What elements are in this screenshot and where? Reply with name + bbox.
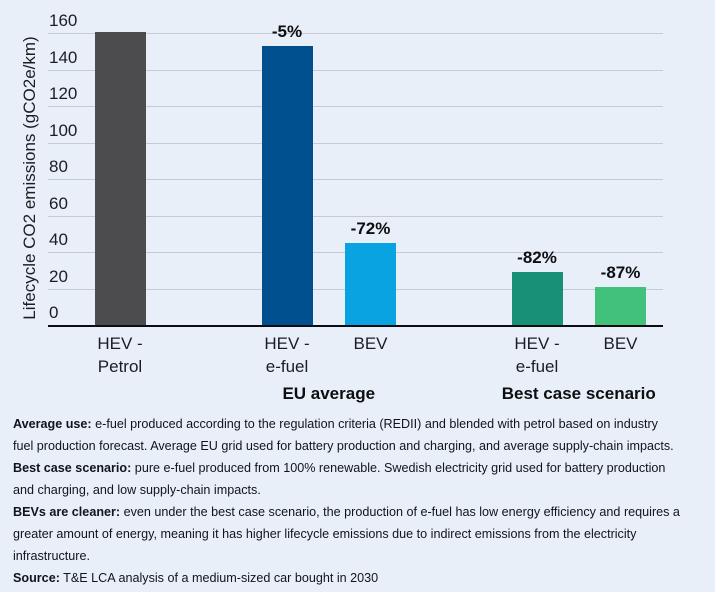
bar-delta-label-1: -5% [271, 22, 303, 42]
y-tick-80: 80 [49, 157, 68, 177]
gridline-140 [48, 69, 663, 71]
footnote-bold-lead-0: Average use: [13, 417, 92, 431]
footnote-line-0: Average use: e-fuel produced according t… [13, 417, 658, 431]
gridline-120 [48, 106, 663, 108]
bar-1 [261, 46, 313, 325]
x-category-label-4: BEV [603, 334, 638, 353]
y-tick-160: 160 [49, 11, 78, 31]
y-tick-40: 40 [49, 230, 68, 250]
bar-0 [94, 31, 146, 325]
x-category-label-2: BEV [353, 334, 388, 353]
gridline-80 [48, 179, 663, 181]
bar-4 [595, 286, 646, 325]
group-label-0: EU average [282, 384, 376, 403]
footnote-line-7: Source: T&E LCA analysis of a medium-siz… [13, 571, 379, 585]
bar-delta-label-4: -87% [600, 262, 641, 282]
x-category-label-0: HEV - Petrol [97, 334, 143, 376]
footnote-line-4: BEVs are cleaner: even under the best ca… [13, 505, 680, 519]
bar-3 [511, 272, 563, 325]
y-tick-120: 120 [49, 84, 78, 104]
gridline-160 [48, 33, 663, 35]
y-tick-0: 0 [49, 303, 59, 322]
bar-2 [345, 243, 396, 325]
y-axis-title: Lifecycle CO2 emissions (gCO2e/km) [20, 36, 39, 320]
group-label-1: Best case scenario [501, 384, 656, 403]
footnote-bold-lead-4: BEVs are cleaner: [13, 505, 121, 519]
x-category-label-3: HEV - e-fuel [514, 334, 560, 376]
footnote-line-5: greater amount of energy, meaning it has… [13, 527, 637, 541]
gridline-100 [48, 142, 663, 144]
footnote-bold-lead-2: Best case scenario: [13, 461, 132, 475]
footnote-bold-lead-7: Source: [13, 571, 60, 585]
gridline-60 [48, 215, 663, 217]
bar-delta-label-3: -82% [517, 248, 557, 268]
y-tick-140: 140 [49, 47, 78, 67]
y-tick-60: 60 [49, 193, 68, 213]
footnote-line-1: fuel production forecast. Average EU gri… [13, 439, 674, 453]
footnote-line-6: infrastructure. [13, 549, 90, 563]
y-tick-20: 20 [49, 266, 68, 286]
footnotes-block: Average use: e-fuel produced according t… [13, 413, 711, 589]
footnote-line-3: and charging, and low supply-chain impac… [13, 483, 261, 497]
bar-chart-plot-area: Lifecycle CO2 emissions (gCO2e/km) 160 14… [20, 11, 663, 403]
x-category-label-1: HEV - e-fuel [264, 334, 310, 376]
x-axis-line [48, 325, 663, 327]
footnote-line-2: Best case scenario: pure e-fuel produced… [13, 461, 666, 475]
bar-delta-label-2: -72% [350, 219, 391, 238]
y-tick-100: 100 [49, 120, 78, 140]
